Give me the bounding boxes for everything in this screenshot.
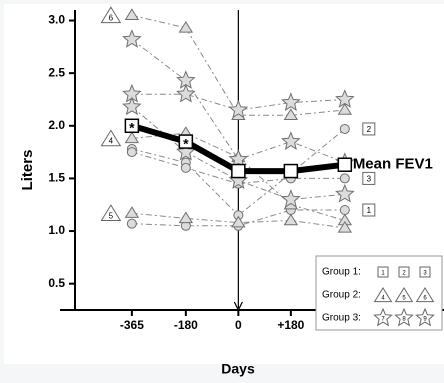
legend-marker: [373, 307, 393, 327]
legend: Group 1: 1 2 3 Group 2: 4 5 6 Group 3: 7 8 9: [315, 255, 443, 331]
significance-mark: *: [129, 119, 135, 135]
marker: [176, 141, 196, 161]
series-id: 1: [367, 206, 372, 215]
marker: [281, 92, 301, 111]
mean-marker: [337, 157, 353, 172]
series-line: [131, 212, 345, 229]
legend-marker: [394, 287, 414, 303]
marker: [281, 189, 301, 208]
series-id: 2: [367, 125, 372, 134]
marker: [122, 29, 142, 48]
series-id-badge: [362, 203, 376, 217]
marker: [180, 162, 191, 173]
marker: [124, 131, 140, 144]
marker: [339, 205, 350, 215]
marker: [339, 123, 350, 134]
series-line: [131, 151, 345, 185]
marker: [231, 215, 246, 228]
x-tick-label: +180: [277, 318, 304, 332]
series-id-badge: [362, 122, 376, 136]
x-axis-title: Days: [221, 361, 255, 377]
y-tick-label: 1.5: [48, 171, 65, 185]
mean-label: Mean FEV1: [353, 156, 433, 173]
significance-mark: *: [183, 135, 189, 151]
marker: [335, 183, 355, 203]
marker: [339, 173, 350, 184]
legend-id: 7: [381, 317, 385, 323]
marker: [176, 83, 196, 103]
legend-marker: [415, 307, 435, 327]
legend-id: 2: [402, 271, 406, 277]
marker: [126, 218, 137, 229]
reference-arrow: [233, 301, 243, 312]
marker: [283, 213, 299, 226]
legend-id: 5: [402, 296, 406, 302]
x-tick-label: -180: [174, 318, 198, 332]
marker: [335, 89, 355, 108]
legend-id: 6: [423, 296, 427, 302]
marker: [178, 20, 194, 33]
y-tick-label: 0.5: [48, 276, 65, 290]
series-line: [131, 39, 345, 164]
y-tick-label: 2.0: [48, 118, 65, 132]
marker: [281, 131, 301, 150]
legend-id: 3: [423, 271, 427, 277]
marker: [337, 220, 353, 233]
mean-marker: [283, 163, 299, 179]
y-axis-title: Liters: [19, 150, 36, 191]
marker: [124, 206, 140, 218]
series-id-badge: [100, 204, 122, 221]
legend-label: Group 2:: [322, 290, 361, 301]
series-id-badge: [100, 129, 122, 147]
legend-marker: [373, 287, 393, 303]
marker: [337, 103, 353, 115]
y-tick-label: 3.0: [48, 13, 65, 27]
marker: [122, 96, 142, 116]
series-id: 6: [109, 13, 114, 22]
x-tick-label: 0: [235, 318, 242, 332]
marker: [228, 99, 249, 119]
legend-id: 4: [381, 296, 385, 302]
legend-marker: [377, 266, 389, 278]
marker: [178, 211, 194, 224]
legend-label: Group 1:: [322, 267, 361, 278]
series-id-badge: [100, 6, 122, 24]
legend-marker: [419, 266, 431, 278]
marker: [283, 108, 299, 120]
x-tick-label: -365: [120, 318, 144, 332]
legend-marker: [394, 307, 414, 327]
legend-label: Group 3:: [322, 313, 361, 324]
legend-id: 8: [402, 317, 406, 323]
marker: [228, 149, 249, 168]
series-id: 3: [367, 175, 372, 184]
mean-marker: [124, 118, 140, 134]
legend-id: 1: [381, 271, 385, 277]
mean-marker: [178, 134, 194, 149]
legend-marker: [415, 287, 435, 303]
marker: [126, 147, 137, 158]
marker: [176, 70, 196, 89]
y-tick-label: 1.0: [48, 223, 65, 237]
legend-marker: [398, 266, 410, 278]
series-id: 5: [109, 211, 114, 220]
series-id: 4: [109, 137, 114, 146]
mean-marker: [231, 163, 246, 179]
series-id-badge: [362, 171, 376, 185]
y-tick-label: 2.5: [48, 65, 65, 79]
marker: [124, 8, 140, 20]
legend-id: 9: [423, 317, 427, 323]
